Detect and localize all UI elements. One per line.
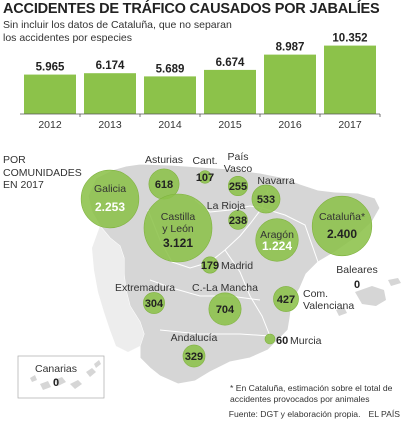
region-labels: Galicia 2.253 Asturias 618 Cant. 107 PaísVasco… bbox=[35, 151, 378, 389]
region-name-castilla-y-le-n-line2: y León bbox=[162, 223, 194, 235]
region-name-com-valenciana-line2: Valenciana bbox=[303, 300, 354, 312]
region-name-murcia: Murcia bbox=[290, 335, 322, 347]
region-name-c-la-mancha: C.-La Mancha bbox=[192, 282, 258, 294]
region-value-canarias: 0 bbox=[53, 377, 59, 389]
region-value-andaluc-a: 329 bbox=[185, 351, 203, 363]
bar-year-label: 2016 bbox=[278, 119, 302, 131]
region-value-c-la-mancha: 704 bbox=[216, 304, 235, 316]
region-name-andaluc-a: Andalucía bbox=[171, 332, 218, 344]
region-name-arag-n: Aragón bbox=[260, 229, 294, 241]
credit-text: EL PAÍS bbox=[368, 409, 400, 419]
bar-value-label: 6.674 bbox=[216, 57, 245, 69]
region-value-castilla-y-le-n: 3.121 bbox=[163, 236, 193, 250]
region-name-catalu-a: Cataluña* bbox=[319, 211, 365, 223]
region-name-madrid: Madrid bbox=[221, 260, 253, 272]
bar-year-label: 2014 bbox=[158, 119, 182, 131]
region-name-asturias: Asturias bbox=[145, 154, 183, 166]
mallorca-shape bbox=[355, 286, 386, 306]
bar-value-label: 8.987 bbox=[276, 42, 305, 54]
bar-value-label: 6.174 bbox=[96, 60, 125, 72]
bubble-extremadura bbox=[143, 292, 165, 314]
ibiza-shape bbox=[336, 307, 347, 316]
bubble-navarra bbox=[251, 184, 281, 214]
bubble-murcia bbox=[264, 333, 276, 345]
region-name-la-rioja: La Rioja bbox=[207, 200, 246, 212]
region-name-pa-s-vasco: País bbox=[227, 151, 248, 163]
region-name-com-valenciana: Com. bbox=[303, 288, 328, 300]
region-value-catalu-a: 2.400 bbox=[327, 227, 357, 241]
bar-2015 bbox=[204, 69, 256, 114]
region-value-cant: 107 bbox=[196, 172, 214, 184]
bubble-pa-s-vasco bbox=[227, 175, 249, 197]
canarias-islands bbox=[30, 360, 101, 390]
region-name-galicia: Galicia bbox=[94, 183, 126, 195]
bubble-la-rioja bbox=[228, 210, 248, 230]
region-value-arag-n: 1.224 bbox=[262, 239, 292, 253]
bubble-castilla-y-le-n bbox=[143, 193, 213, 263]
bar-chart-x-axis: 2012 2013 2014 2015 2016 2017 bbox=[38, 114, 381, 131]
bar-2012 bbox=[24, 74, 76, 114]
footnote: * En Cataluña, estimación sobre el total… bbox=[230, 383, 393, 404]
region-value-baleares: 0 bbox=[354, 279, 360, 291]
bar-2016 bbox=[264, 54, 316, 114]
menorca-shape bbox=[388, 278, 401, 286]
region-value-galicia: 2.253 bbox=[95, 200, 125, 214]
bubble-c-la-mancha bbox=[208, 292, 242, 326]
bar-year-label: 2013 bbox=[98, 119, 122, 131]
bar-year-label: 2017 bbox=[338, 119, 362, 131]
bar-2013 bbox=[84, 73, 136, 114]
region-value-navarra: 533 bbox=[257, 194, 275, 206]
bar-2017 bbox=[324, 45, 376, 114]
source-text: Fuente: DGT y elaboración propia. bbox=[228, 409, 361, 419]
bar-value-label: 10.352 bbox=[332, 33, 367, 45]
region-value-asturias: 618 bbox=[155, 179, 173, 191]
bar-year-label: 2012 bbox=[38, 119, 62, 131]
bar-value-label: 5.965 bbox=[36, 62, 65, 74]
bar-2014 bbox=[144, 76, 196, 114]
bar-year-label: 2015 bbox=[218, 119, 242, 131]
bubble-com-valenciana bbox=[273, 286, 299, 312]
region-name-extremadura: Extremadura bbox=[115, 282, 175, 294]
source-line: Fuente: DGT y elaboración propia. EL PAÍS bbox=[229, 409, 400, 419]
region-name-canarias: Canarias bbox=[35, 363, 77, 375]
region-name-pa-s-vasco-line2: Vasco bbox=[224, 163, 253, 175]
region-value-madrid: 179 bbox=[201, 260, 219, 272]
region-value-com-valenciana: 427 bbox=[277, 294, 295, 306]
bar-value-label: 5.689 bbox=[156, 63, 185, 75]
region-value-la-rioja: 238 bbox=[229, 215, 247, 227]
region-name-navarra: Navarra bbox=[257, 175, 295, 187]
region-name-baleares: Baleares bbox=[336, 264, 377, 276]
chart-title: ACCIDENTES DE TRÁFICO CAUSADOS POR JABAL… bbox=[3, 1, 380, 17]
region-value-murcia: 60 bbox=[276, 335, 288, 347]
region-value-extremadura: 304 bbox=[145, 298, 164, 310]
bubble-layer bbox=[80, 168, 373, 368]
map-label: POR COMUNIDADES EN 2017 bbox=[3, 154, 82, 191]
portugal-shape bbox=[92, 226, 144, 352]
region-name-cant: Cant. bbox=[192, 155, 217, 167]
bubble-arag-n bbox=[255, 218, 299, 262]
region-name-castilla-y-le-n: Castilla bbox=[161, 211, 196, 223]
canarias-inset-frame bbox=[17, 355, 105, 399]
bubble-andaluc-a bbox=[182, 344, 206, 368]
chart-subtitle: Sin incluir los datos de Cataluña, que n… bbox=[3, 19, 232, 44]
bubble-catalu-a bbox=[311, 195, 373, 257]
bubble-cant bbox=[198, 170, 212, 184]
bubble-madrid bbox=[201, 256, 219, 274]
bubble-galicia bbox=[80, 169, 140, 229]
bar-chart: 5.965 6.174 5.689 6.674 8.987 10.352 bbox=[24, 33, 376, 114]
region-value-pa-s-vasco: 255 bbox=[229, 181, 247, 193]
